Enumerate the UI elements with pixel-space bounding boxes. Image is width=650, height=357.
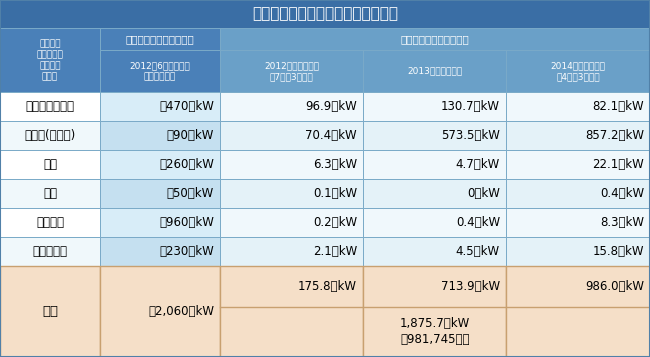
Bar (100, 179, 220, 208)
Text: 15.8万kW: 15.8万kW (593, 245, 644, 258)
Text: 6.3万kW: 6.3万kW (313, 158, 357, 171)
Text: 4.5万kW: 4.5万kW (456, 245, 500, 258)
Text: 約90万kW: 約90万kW (166, 129, 214, 142)
Text: 82.1万kW: 82.1万kW (592, 100, 644, 113)
Text: 固定価格買取制度導入前: 固定価格買取制度導入前 (125, 34, 194, 44)
Text: 地熱: 地熱 (43, 187, 57, 200)
Text: 2012年度の導入量
（7月～3月末）: 2012年度の導入量 （7月～3月末） (264, 61, 319, 81)
Bar (100, 50, 220, 92)
Bar (100, 121, 220, 150)
Text: 約2,060万kW: 約2,060万kW (148, 305, 214, 318)
Bar (363, 208, 506, 237)
Bar (0, 92, 100, 121)
Bar (506, 121, 650, 150)
Bar (506, 50, 650, 92)
Bar (0, 121, 100, 150)
Bar (0, 150, 100, 179)
Text: 175.8万kW: 175.8万kW (298, 280, 357, 293)
Text: バイオマス: バイオマス (32, 245, 68, 258)
Bar (363, 237, 506, 266)
Bar (506, 237, 650, 266)
Bar (363, 150, 506, 179)
Text: 22.1万kW: 22.1万kW (592, 158, 644, 171)
Text: 2012年6月末までの
の累積導入量: 2012年6月末までの の累積導入量 (129, 61, 190, 81)
Text: 0.1万kW: 0.1万kW (313, 187, 357, 200)
Bar (0, 28, 100, 92)
Bar (100, 28, 220, 50)
Text: 70.4万kW: 70.4万kW (306, 129, 357, 142)
Bar (0, 0, 650, 28)
Text: 986.0万kW: 986.0万kW (585, 280, 644, 293)
Bar (100, 92, 220, 121)
Text: 太陽光(非住宅): 太陽光(非住宅) (25, 129, 75, 142)
Bar (100, 266, 220, 357)
Text: 857.2万kW: 857.2万kW (585, 129, 644, 142)
Bar (506, 266, 650, 357)
Text: 0.4万kW: 0.4万kW (600, 187, 644, 200)
Text: 0万kW: 0万kW (467, 187, 500, 200)
Text: 設備導入量（運転を開始したもの）: 設備導入量（運転を開始したもの） (252, 6, 398, 21)
Bar (506, 92, 650, 121)
Bar (100, 237, 220, 266)
Bar (363, 266, 506, 357)
Bar (100, 208, 220, 237)
Text: 2014年度の導入量
（4月～3月末）: 2014年度の導入量 （4月～3月末） (551, 61, 606, 81)
Bar (0, 179, 100, 208)
Bar (506, 208, 650, 237)
Bar (363, 121, 506, 150)
Text: 約230万kW: 約230万kW (159, 245, 214, 258)
Text: 約260万kW: 約260万kW (159, 158, 214, 171)
Text: 1,875.7万kW
（981,745件）: 1,875.7万kW （981,745件） (400, 317, 470, 347)
Text: 約50万kW: 約50万kW (167, 187, 214, 200)
Text: 約960万kW: 約960万kW (159, 216, 214, 229)
Bar (0, 237, 100, 266)
Text: 4.7万kW: 4.7万kW (456, 158, 500, 171)
Bar (0, 208, 100, 237)
Bar (363, 92, 506, 121)
Text: 2.1万kW: 2.1万kW (313, 245, 357, 258)
Bar (220, 50, 363, 92)
Bar (220, 28, 650, 50)
Bar (363, 50, 506, 92)
Text: 固定価格買取制度導入後: 固定価格買取制度導入後 (400, 34, 469, 44)
Text: 合計: 合計 (42, 305, 58, 318)
Text: 130.7万kW: 130.7万kW (441, 100, 500, 113)
Bar (220, 208, 363, 237)
Text: 太陽光（住宅）: 太陽光（住宅） (25, 100, 75, 113)
Bar (0, 266, 100, 357)
Bar (100, 150, 220, 179)
Bar (220, 179, 363, 208)
Text: 中小水力: 中小水力 (36, 216, 64, 229)
Bar (506, 150, 650, 179)
Text: 0.2万kW: 0.2万kW (313, 216, 357, 229)
Text: 再生可能
エネルギー
発電設備
の種類: 再生可能 エネルギー 発電設備 の種類 (36, 39, 64, 81)
Text: 96.9万kW: 96.9万kW (306, 100, 357, 113)
Text: 8.3万kW: 8.3万kW (600, 216, 644, 229)
Bar (363, 179, 506, 208)
Text: 713.9万kW: 713.9万kW (441, 280, 500, 293)
Text: 573.5万kW: 573.5万kW (441, 129, 500, 142)
Text: 2013年度の導入量: 2013年度の導入量 (407, 66, 462, 75)
Text: 風力: 風力 (43, 158, 57, 171)
Bar (220, 150, 363, 179)
Bar (220, 121, 363, 150)
Text: 約470万kW: 約470万kW (159, 100, 214, 113)
Bar (220, 92, 363, 121)
Bar (220, 237, 363, 266)
Bar (506, 179, 650, 208)
Text: 0.4万kW: 0.4万kW (456, 216, 500, 229)
Bar (220, 266, 363, 357)
